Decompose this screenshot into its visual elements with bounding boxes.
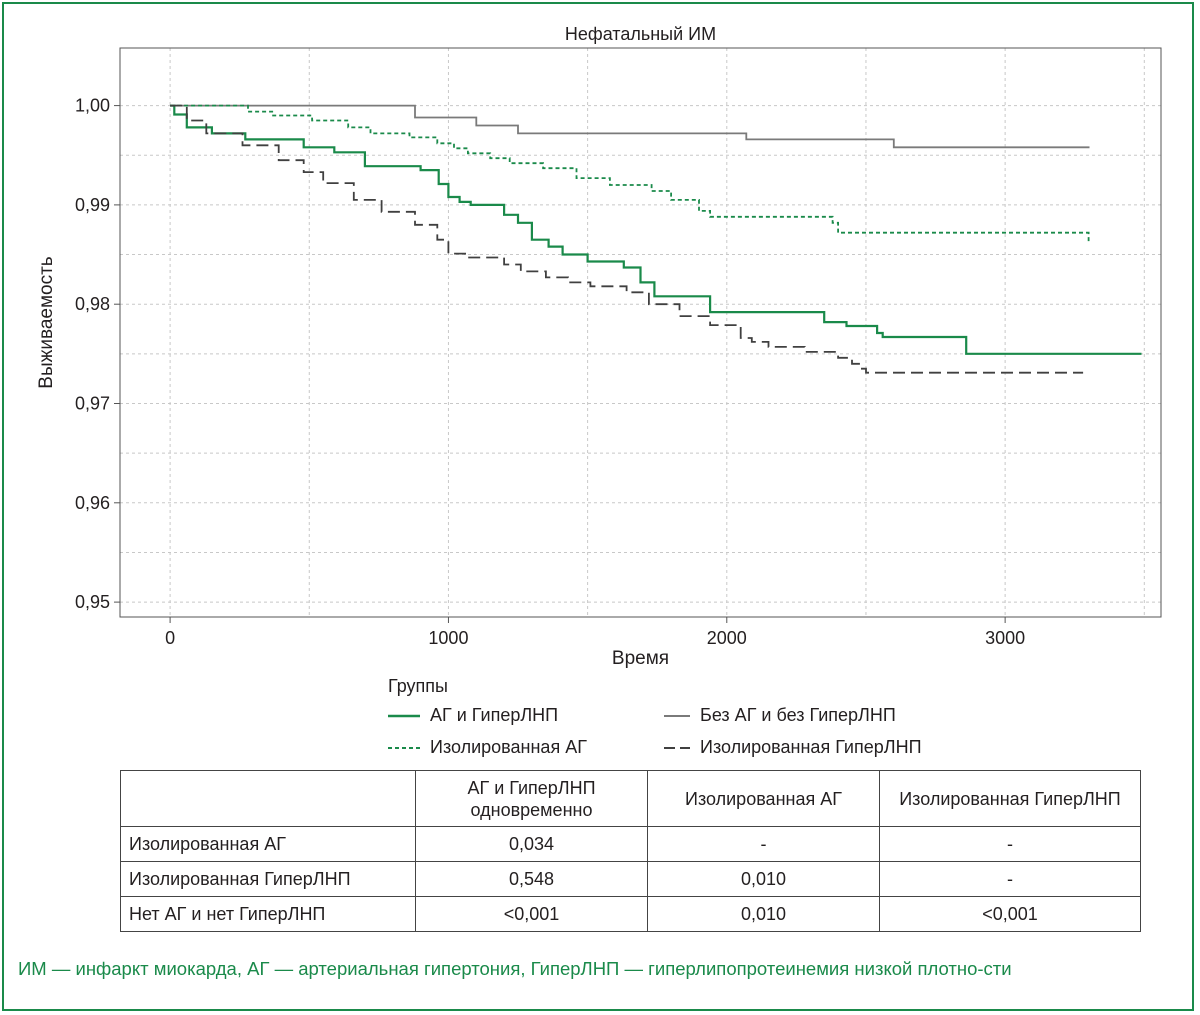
y-tick-label: 0,95	[75, 592, 110, 612]
table-cell: -	[879, 861, 1141, 897]
series-line-1	[170, 104, 1142, 355]
table-row-label: Нет АГ и нет ГиперЛНП	[120, 896, 416, 932]
legend-label: АГ и ГиперЛНП	[430, 705, 559, 725]
table-corner-cell	[120, 770, 416, 827]
table-header-cell: Изолированная АГ	[647, 770, 880, 827]
legend-line-solid-gray	[664, 714, 690, 717]
legend-line-solid-green	[388, 714, 420, 717]
legend-item-isolated-ag: Изолированная АГ	[388, 737, 587, 758]
x-tick-label: 0	[165, 628, 175, 648]
table-cell: 0,034	[415, 826, 648, 862]
table-row: Изолированная ГиперЛНП 0,548 0,010 -	[120, 861, 1141, 897]
table-header-cell: Изолированная ГиперЛНП	[879, 770, 1141, 827]
y-tick-label: 1,00	[75, 96, 110, 116]
plot-area-frame	[119, 47, 1162, 618]
p-value-table: АГ и ГиперЛНП одновременно Изолированная…	[120, 770, 1141, 932]
legend-label: Изолированная АГ	[430, 737, 587, 757]
table-row-label: Изолированная ГиперЛНП	[120, 861, 416, 897]
legend-item-isolated-hyperlnp: Изолированная ГиперЛНП	[664, 737, 922, 758]
table-row: Изолированная АГ 0,034 - -	[120, 826, 1141, 862]
y-tick-label: 0,96	[75, 493, 110, 513]
table-cell: 0,010	[647, 861, 880, 897]
legend-line-dashed-dark	[664, 746, 690, 749]
legend-label: Без АГ и без ГиперЛНП	[700, 705, 896, 725]
x-tick-label: 1000	[428, 628, 468, 648]
table-cell: -	[879, 826, 1141, 862]
table-header-row: АГ и ГиперЛНП одновременно Изолированная…	[120, 770, 1141, 827]
table-row: Нет АГ и нет ГиперЛНП <0,001 0,010 <0,00…	[120, 896, 1141, 932]
y-tick-label: 0,99	[75, 195, 110, 215]
table-cell: 0,548	[415, 861, 648, 897]
x-tick-label: 2000	[707, 628, 747, 648]
chart-title: Нефатальный ИМ	[565, 24, 716, 44]
footnote: ИМ — инфаркт миокарда, АГ — артериальная…	[18, 958, 1012, 979]
table-cell: -	[647, 826, 880, 862]
y-axis-label: Выживаемость	[36, 256, 57, 388]
table-row-label: Изолированная АГ	[120, 826, 416, 862]
y-tick-label: 0,97	[75, 394, 110, 414]
table-header-cell: АГ и ГиперЛНП одновременно	[415, 770, 648, 827]
series-line-4	[170, 104, 1084, 374]
y-tick-label: 0,98	[75, 294, 110, 314]
legend-label: Изолированная ГиперЛНП	[700, 737, 922, 757]
x-axis-label: Время	[612, 648, 669, 669]
series-line-3	[170, 104, 1090, 243]
legend-item-none: Без АГ и без ГиперЛНП	[664, 705, 896, 726]
survival-chart: Нефатальный ИМ 1,00 0,99 0,98 0,97 0,96 0,95 0 1…	[36, 24, 1162, 669]
table-cell: 0,010	[647, 896, 880, 932]
table-cell: <0,001	[415, 896, 648, 932]
legend-line-dotted-green	[388, 746, 420, 749]
x-tick-label: 3000	[985, 628, 1025, 648]
legend-item-ag-hyperlnp: АГ и ГиперЛНП	[388, 705, 558, 726]
legend-title: Группы	[388, 676, 448, 696]
table-cell: <0,001	[879, 896, 1141, 932]
series-line-2	[170, 104, 1090, 149]
